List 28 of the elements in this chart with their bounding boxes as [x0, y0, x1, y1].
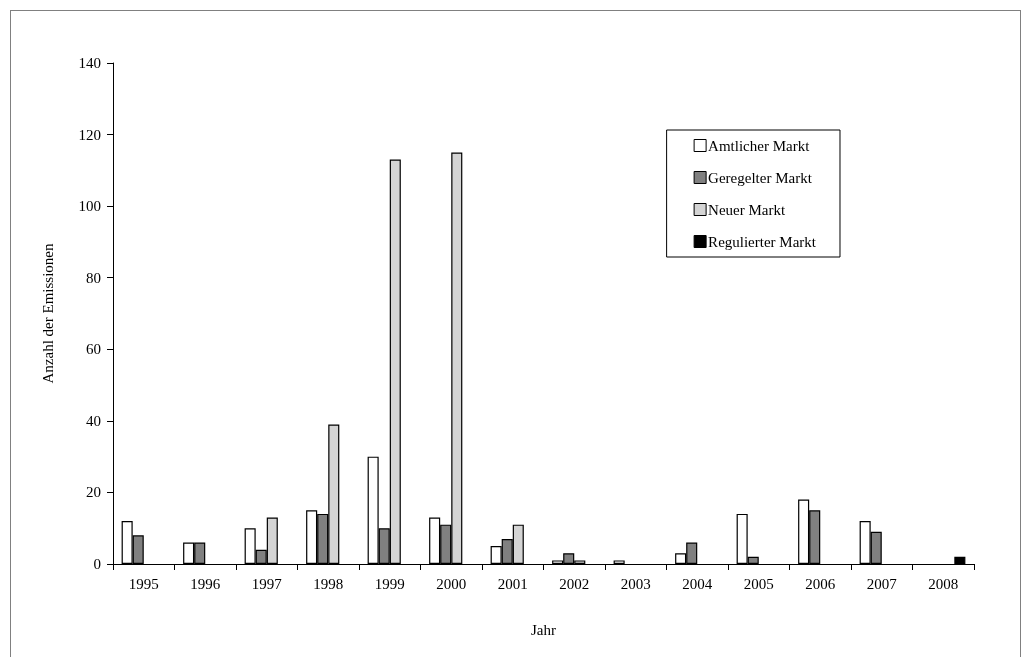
- x-tick-label: 2008: [928, 575, 959, 592]
- x-tick-label: 1999: [374, 575, 405, 592]
- x-tick-label: 1996: [190, 575, 221, 592]
- x-tick-label: 2005: [743, 575, 774, 592]
- legend-label: Neuer Markt: [708, 201, 786, 218]
- y-tick-label: 20: [86, 484, 101, 501]
- x-tick-label: 2004: [682, 575, 713, 592]
- y-tick-label: 60: [86, 341, 101, 358]
- x-tick-label: 2003: [620, 575, 651, 592]
- x-tick-label: 1995: [128, 575, 159, 592]
- y-tick-label: 80: [86, 269, 101, 286]
- y-tick-label: 40: [86, 412, 101, 429]
- y-tick-label: 100: [78, 198, 101, 215]
- y-tick-label: 120: [78, 126, 101, 143]
- x-axis-title: Jahr: [531, 621, 556, 638]
- x-tick-label: 2007: [866, 575, 898, 592]
- y-axis-title: Anzahl der Emissionen: [39, 243, 56, 384]
- x-tick-label: 2006: [805, 575, 836, 592]
- x-tick-label: 1998: [313, 575, 344, 592]
- x-tick-label: 2001: [497, 575, 528, 592]
- y-tick-label: 140: [78, 55, 101, 71]
- legend-label: Geregelter Markt: [708, 169, 813, 186]
- x-tick-label: 2000: [436, 575, 467, 592]
- legend-label: Regulierter Markt: [708, 233, 817, 250]
- x-tick-label: 1997: [251, 575, 283, 592]
- x-tick-label: 2002: [559, 575, 590, 592]
- legend-label: Amtlicher Markt: [708, 137, 811, 154]
- y-tick-label: 0: [93, 556, 101, 572]
